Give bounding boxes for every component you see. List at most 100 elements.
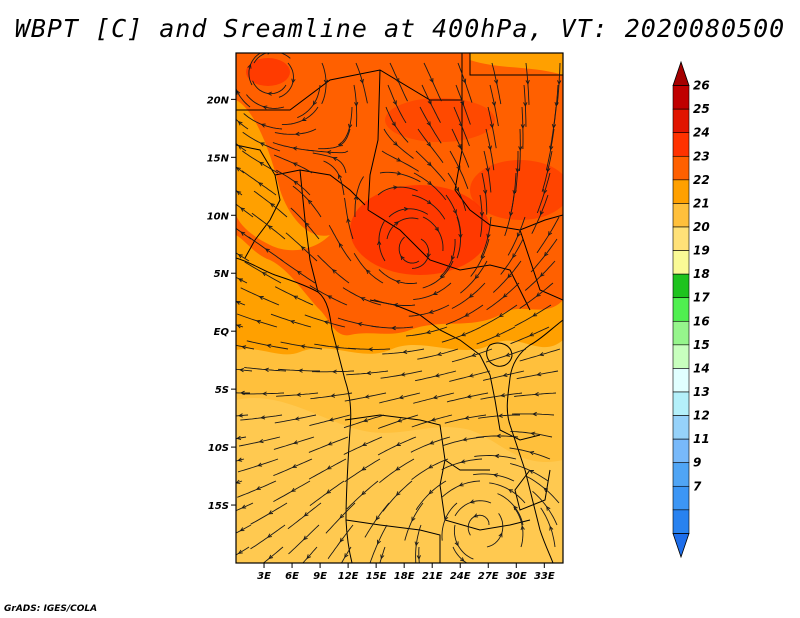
- streamline-arrow: [255, 486, 261, 491]
- lon-tick-label: 27E: [478, 571, 499, 582]
- lon-tick-label: 9E: [313, 571, 327, 582]
- colorbar-swatch: [672, 438, 690, 464]
- lon-tick-label: 15E: [366, 571, 387, 582]
- colorbar-swatch: [672, 415, 690, 440]
- wbpt-cool-lobe-south: [236, 397, 563, 563]
- streamline-arrow: [294, 416, 300, 421]
- streamline-arrow: [548, 231, 553, 237]
- streamline-arrow: [434, 373, 440, 378]
- streamline-arrow: [296, 392, 301, 397]
- streamline-arrow: [237, 413, 243, 418]
- streamline-arrow: [303, 512, 309, 517]
- streamline-arrow: [357, 322, 363, 327]
- streamline-arrow: [530, 431, 536, 436]
- streamline: [236, 344, 255, 350]
- lon-tick-label: 18E: [394, 571, 415, 582]
- colorbar: 26 25 24 23 22 21 20 19 18 17 16 15 14 13 12 11 9 7: [672, 60, 710, 559]
- streamline-arrow: [497, 413, 503, 418]
- streamline-arrow: [458, 122, 463, 128]
- streamline-arrow: [238, 278, 244, 283]
- streamline-arrow: [396, 157, 402, 162]
- streamline-arrow: [267, 225, 273, 230]
- streamline-arrow: [394, 221, 400, 226]
- streamline-arrow: [428, 464, 434, 469]
- streamline: [236, 524, 252, 534]
- streamline: [236, 118, 249, 130]
- streamline-arrow: [303, 535, 308, 541]
- colorbar-swatch: [672, 368, 690, 393]
- streamline-arrow: [483, 189, 488, 195]
- streamline-arrow: [306, 554, 311, 560]
- streamline-arrow: [481, 254, 486, 260]
- colorbar-swatch: [672, 344, 690, 369]
- streamline-arrow: [293, 295, 298, 300]
- colorbar-level-label: 21: [693, 196, 710, 210]
- streamline: [236, 300, 246, 306]
- streamline-arrow: [334, 345, 340, 350]
- streamline-arrow: [543, 189, 548, 195]
- streamline-arrow: [512, 189, 517, 195]
- lat-tick-label: 15S: [208, 501, 229, 512]
- streamline-arrow: [300, 245, 306, 251]
- streamline-arrow: [429, 440, 435, 445]
- streamline-arrow: [546, 505, 551, 511]
- streamline-arrow: [403, 206, 409, 212]
- streamline-arrow: [456, 165, 461, 171]
- streamline-arrow: [344, 553, 349, 559]
- streamline-arrow: [512, 253, 517, 259]
- streamline-arrow: [479, 212, 485, 217]
- wbpt-hot-core-central: [350, 185, 490, 275]
- streamline-arrow: [292, 146, 298, 151]
- plot-frame: [235, 52, 564, 564]
- wbpt-band-inlet: [236, 100, 330, 251]
- country-borders: [236, 53, 563, 563]
- streamline-arrow: [258, 182, 263, 187]
- streamline-arrow: [239, 527, 245, 532]
- lon-tick-label: 21E: [422, 571, 443, 582]
- streamline-arrow: [539, 272, 545, 277]
- streamline-arrow: [452, 209, 457, 215]
- streamline-arrow: [293, 180, 299, 186]
- streamline-arrow: [262, 105, 268, 110]
- streamline-arrow: [532, 312, 538, 317]
- streamline-arrow: [338, 242, 343, 248]
- streamline-arrow: [428, 489, 434, 495]
- streamline-arrow: [428, 309, 434, 314]
- border-east-2: [469, 53, 563, 76]
- streamline-arrow: [330, 393, 336, 398]
- streamline: [236, 166, 245, 174]
- lat-tick-label: 20N: [207, 95, 230, 106]
- colorbar-arrow-top: [672, 60, 690, 86]
- streamline-arrow: [462, 437, 468, 442]
- streamline-arrow: [429, 78, 434, 84]
- streamline-arrow: [367, 347, 373, 352]
- streamline-arrow: [326, 150, 332, 155]
- streamline: [236, 546, 250, 556]
- colorbar-level-label: 12: [693, 409, 710, 423]
- streamline-arrow: [258, 438, 264, 444]
- streamline-arrow: [365, 269, 371, 275]
- lat-tick-label: EQ: [214, 327, 230, 338]
- streamline-arrow: [264, 367, 269, 372]
- streamline-arrow: [331, 369, 337, 374]
- streamline-arrow: [331, 269, 337, 274]
- streamline-arrow: [391, 121, 396, 127]
- streamline-arrow: [493, 79, 499, 85]
- streamline-arrow: [460, 332, 466, 337]
- streamline-arrow: [261, 272, 267, 277]
- streamline: [236, 480, 243, 484]
- streamline-arrow: [436, 351, 442, 357]
- streamline-arrow: [237, 457, 243, 462]
- streamline-arrow: [260, 123, 266, 128]
- streamline-arrow: [427, 180, 433, 186]
- streamline-arrow: [440, 274, 445, 279]
- streamline-arrow: [474, 274, 480, 280]
- streamline-arrow: [264, 248, 270, 253]
- streamline-arrow: [259, 142, 265, 147]
- streamline-arrow: [393, 302, 398, 308]
- lat-tick-label: 5N: [214, 269, 230, 280]
- streamline-arrow: [395, 491, 401, 496]
- streamline-arrow: [323, 320, 329, 325]
- streamline-arrow: [518, 146, 523, 152]
- streamline-arrow: [332, 157, 338, 161]
